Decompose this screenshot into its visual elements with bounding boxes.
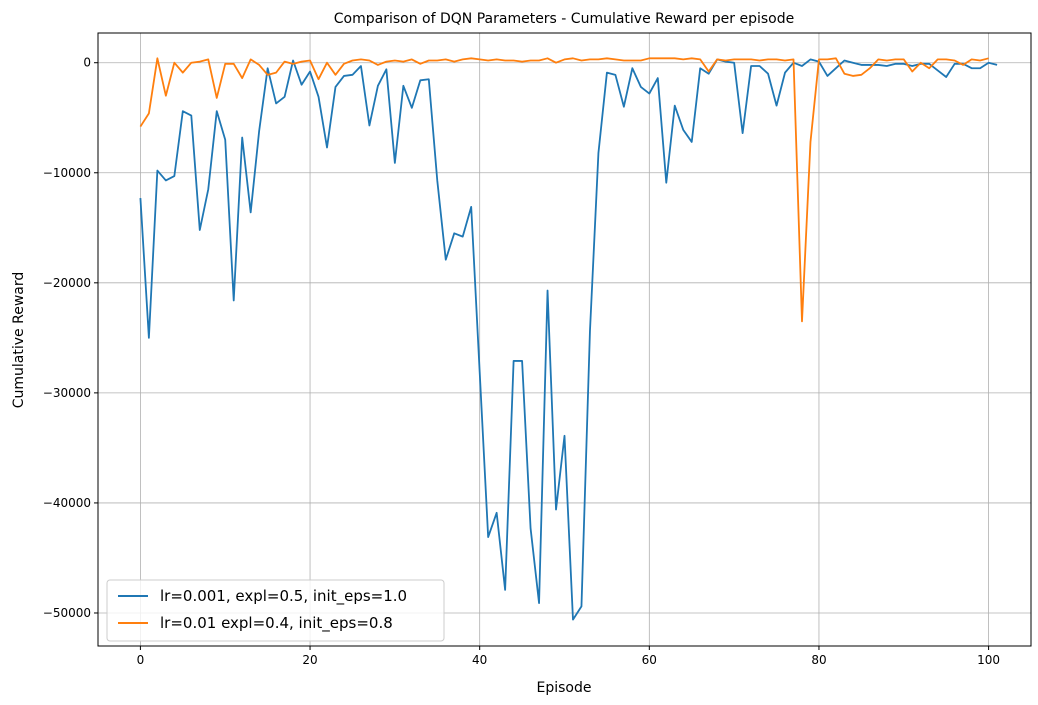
y-tick-label: −10000 bbox=[43, 166, 91, 180]
y-tick-label: −20000 bbox=[43, 276, 91, 290]
chart-title: Comparison of DQN Parameters - Cumulativ… bbox=[334, 11, 794, 27]
x-tick-label: 0 bbox=[137, 653, 145, 667]
series-lines bbox=[139, 57, 998, 621]
legend-box bbox=[106, 579, 445, 642]
x-axis-ticks: 0 20 40 60 80 100 bbox=[137, 646, 1000, 667]
x-axis-label: Episode bbox=[537, 680, 592, 696]
y-tick-label: −50000 bbox=[43, 606, 91, 620]
y-axis-label: Cumulative Reward bbox=[11, 272, 27, 409]
grid bbox=[98, 33, 1031, 646]
x-tick-label: 100 bbox=[977, 653, 1000, 667]
series-line-1 bbox=[139, 58, 998, 621]
legend-label-1: lr=0.001, expl=0.5, init_eps=1.0 bbox=[160, 587, 407, 606]
y-tick-label: −40000 bbox=[43, 496, 91, 510]
legend-label-2: lr=0.01 expl=0.4, init_eps=0.8 bbox=[160, 614, 393, 633]
y-axis-ticks: 0 −10000 −20000 −30000 −40000 −50000 bbox=[43, 56, 98, 620]
x-tick-label: 20 bbox=[302, 653, 317, 667]
x-tick-label: 80 bbox=[811, 653, 826, 667]
plot-frame bbox=[97, 32, 1032, 647]
y-tick-label: 0 bbox=[83, 56, 91, 70]
series-line-2 bbox=[139, 57, 989, 323]
x-tick-label: 60 bbox=[642, 653, 657, 667]
legend: lr=0.001, expl=0.5, init_eps=1.0 lr=0.01… bbox=[106, 579, 445, 642]
y-tick-label: −30000 bbox=[43, 386, 91, 400]
x-tick-label: 40 bbox=[472, 653, 487, 667]
